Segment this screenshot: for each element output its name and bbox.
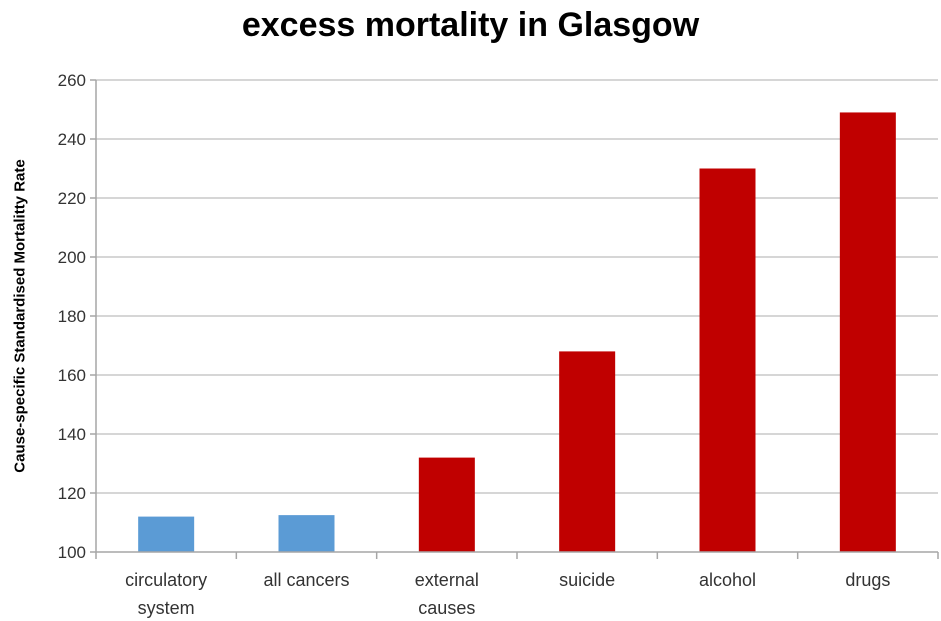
y-tick-label: 120: [58, 484, 86, 503]
y-tick-label: 220: [58, 189, 86, 208]
x-tick-label: drugs: [845, 570, 890, 590]
y-tick-label: 240: [58, 130, 86, 149]
axes: [90, 79, 939, 559]
x-tick-label: circulatory system: [125, 570, 207, 618]
y-tick-label: 260: [58, 71, 86, 90]
labels: 100 120 140 160 180 200 220 240 260 circulatory sy…: [58, 71, 891, 618]
x-tick-label: suicide: [559, 570, 615, 590]
bar: [839, 112, 896, 552]
chart-title: excess mortality in Glasgow: [241, 6, 700, 44]
bar: [418, 457, 475, 552]
y-tick-label: 140: [58, 425, 86, 444]
bar: [138, 516, 195, 552]
x-tick-label: all cancers: [263, 570, 349, 590]
y-tick-label: 180: [58, 307, 86, 326]
y-tick-label: 100: [58, 543, 86, 562]
bar: [559, 351, 616, 552]
x-tick-label: external causes: [415, 570, 479, 618]
bar: [699, 168, 756, 552]
y-tick-label: 200: [58, 248, 86, 267]
bars: [138, 112, 896, 552]
gridlines: [96, 79, 938, 494]
x-tick-label: alcohol: [699, 570, 756, 590]
y-tick-label: 160: [58, 366, 86, 385]
bar: [278, 515, 335, 552]
